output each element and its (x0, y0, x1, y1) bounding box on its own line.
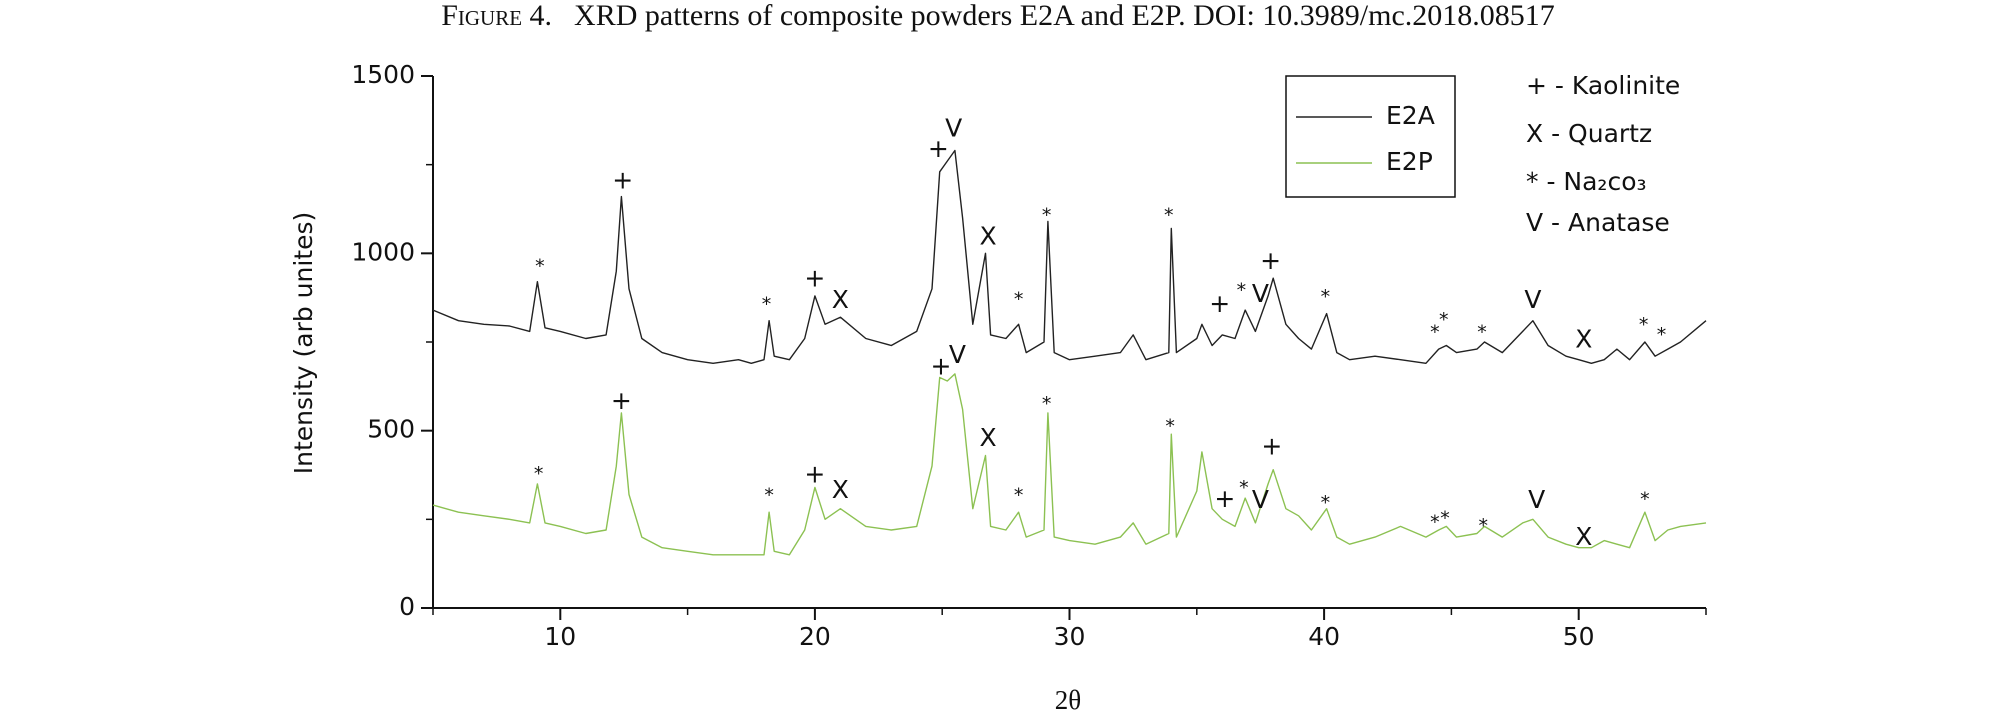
peak-marker: * (762, 294, 772, 316)
peak-marker: X (979, 423, 996, 452)
peak-marker: * (1239, 477, 1249, 499)
peak-marker: X (1575, 522, 1592, 551)
peak-marker: + (612, 166, 633, 195)
peak-marker: * (1014, 484, 1024, 506)
y-tick-label: 1500 (351, 60, 415, 89)
peak-marker: + (1209, 289, 1230, 318)
figure-label: Figure 4. (441, 0, 552, 32)
peak-marker: X (1575, 325, 1592, 354)
peak-marker: * (535, 256, 545, 278)
peak-marker: V (1524, 285, 1541, 314)
peak-marker: V (1252, 279, 1269, 308)
x-tick-label: 50 (1563, 622, 1595, 651)
legend-label: E2A (1386, 101, 1435, 130)
phase-key: + - Kaolinite (1526, 71, 1680, 100)
peak-marker: * (1430, 511, 1440, 533)
peak-marker: * (1042, 393, 1052, 415)
peak-marker: * (1657, 324, 1667, 346)
peak-marker: X (832, 475, 849, 504)
peak-marker: X (832, 285, 849, 314)
peak-marker: * (1639, 314, 1649, 336)
x-tick-label: 40 (1308, 622, 1340, 651)
peak-marker: V (1252, 485, 1269, 514)
peak-marker: * (1477, 322, 1487, 344)
peak-marker: * (1430, 322, 1440, 344)
peak-marker: * (1439, 309, 1449, 331)
peak-marker: * (1321, 492, 1331, 514)
peak-marker: * (1165, 416, 1175, 438)
x-tick-label: 10 (544, 622, 576, 651)
y-axis-label: Intensity (arb unites) (289, 212, 318, 475)
phase-key: V - Anatase (1526, 208, 1670, 237)
peak-marker: * (1237, 279, 1247, 301)
peak-marker: V (1528, 485, 1545, 514)
peak-marker: V (949, 340, 966, 369)
legend-label: E2P (1386, 147, 1433, 176)
peak-marker: * (1478, 515, 1488, 537)
phase-key: X - Quartz (1526, 119, 1652, 148)
peak-marker: * (764, 484, 774, 506)
peak-marker: * (1321, 286, 1331, 308)
peak-marker: + (804, 460, 825, 489)
peak-marker: + (611, 386, 632, 415)
peak-marker: V (945, 114, 962, 143)
y-tick-label: 1000 (351, 237, 415, 266)
phase-key: * - Na₂co₃ (1526, 167, 1647, 196)
peak-marker: + (928, 134, 949, 163)
peak-marker: + (1261, 432, 1282, 461)
x-axis-label: 2θ (1055, 685, 1081, 715)
peak-marker: * (1042, 205, 1052, 227)
series-line (432, 373, 1707, 556)
peak-marker: X (979, 222, 996, 251)
peak-marker: * (1440, 507, 1450, 529)
peak-marker: * (1014, 289, 1024, 311)
peak-marker: * (1164, 205, 1174, 227)
title-text: XRD patterns of composite powders E2A an… (574, 0, 1555, 32)
peak-marker: + (804, 264, 825, 293)
y-tick-label: 500 (367, 415, 415, 444)
x-tick-label: 30 (1054, 622, 1086, 651)
series-line (432, 149, 1707, 364)
peak-marker: + (1214, 484, 1235, 513)
chart-title: Figure 4. XRD patterns of composite powde… (441, 0, 1555, 32)
peak-marker: + (930, 352, 951, 381)
peak-marker: + (1260, 246, 1281, 275)
peak-marker: * (534, 463, 544, 485)
legend-box (1285, 75, 1456, 198)
y-tick-label: 0 (399, 592, 415, 621)
peak-marker: * (1640, 488, 1650, 510)
x-tick-label: 20 (799, 622, 831, 651)
